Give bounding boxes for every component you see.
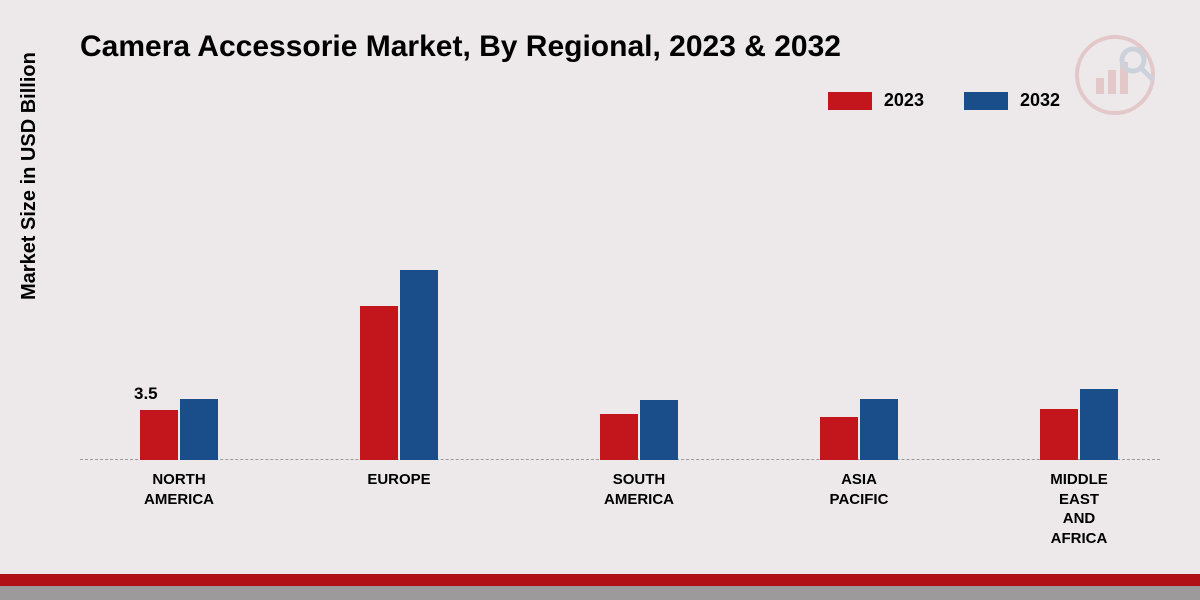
legend-item-2023: 2023 <box>828 90 924 111</box>
legend-label-2023: 2023 <box>884 90 924 111</box>
y-axis-label: Market Size in USD Billion <box>18 52 41 300</box>
x-axis-label: EUROPE <box>319 470 479 490</box>
bar-2023 <box>360 306 398 460</box>
plot-area: 3.5 <box>80 140 1160 460</box>
bar-2032 <box>180 399 218 460</box>
bar-2032 <box>640 400 678 460</box>
legend-swatch-2032 <box>964 92 1008 110</box>
footer-bar-red <box>0 574 1200 586</box>
footer-bar-grey <box>0 586 1200 600</box>
x-axis-label: MIDDLE EAST AND AFRICA <box>999 470 1159 548</box>
legend-item-2032: 2032 <box>964 90 1060 111</box>
bar-2023 <box>1040 409 1078 460</box>
x-axis-label: SOUTH AMERICA <box>559 470 719 509</box>
bar-2023 <box>140 410 178 460</box>
watermark-logo <box>1070 30 1160 120</box>
x-axis-label: NORTH AMERICA <box>99 470 259 509</box>
bar-group <box>360 270 438 460</box>
x-axis-label: ASIA PACIFIC <box>779 470 939 509</box>
bar-group <box>140 399 218 460</box>
bar-2023 <box>820 417 858 460</box>
bar-2032 <box>1080 389 1118 460</box>
legend-swatch-2023 <box>828 92 872 110</box>
bar-2023 <box>600 414 638 460</box>
bar-2032 <box>400 270 438 460</box>
bar-group <box>1040 389 1118 460</box>
bar-group <box>820 399 898 460</box>
legend: 2023 2032 <box>828 90 1060 111</box>
bar-group <box>600 400 678 460</box>
data-label: 3.5 <box>134 384 158 404</box>
bar-2032 <box>860 399 898 460</box>
chart-title: Camera Accessorie Market, By Regional, 2… <box>80 30 841 64</box>
legend-label-2032: 2032 <box>1020 90 1060 111</box>
